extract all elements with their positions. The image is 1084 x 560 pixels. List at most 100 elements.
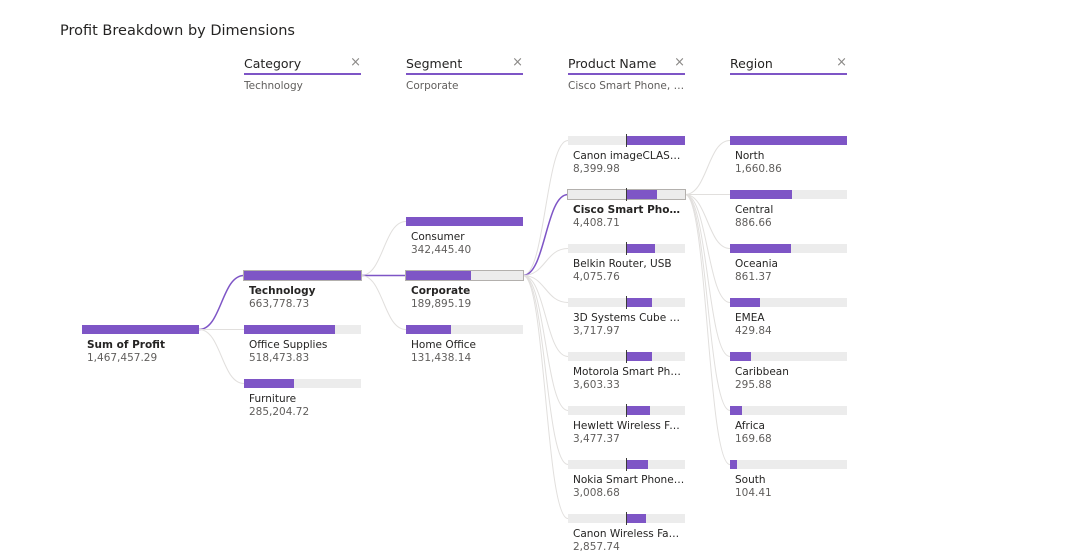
segment-node[interactable]: Corporate 189,895.19 bbox=[405, 270, 524, 311]
segment-node[interactable]: Home Office 131,438.14 bbox=[406, 325, 523, 365]
category-node[interactable]: Office Supplies 518,473.83 bbox=[244, 325, 361, 365]
node-bar-fill bbox=[626, 136, 685, 145]
node-bar bbox=[568, 296, 685, 309]
column-header-product-name[interactable]: Product Name × Cisco Smart Phone, Ful... bbox=[568, 55, 685, 92]
node-value: 104.41 bbox=[735, 487, 772, 499]
category-node[interactable]: Furniture 285,204.72 bbox=[244, 379, 361, 419]
node-value: 3,008.68 bbox=[573, 487, 620, 499]
link bbox=[522, 275, 569, 303]
node-label: Canon imageCLASS 22... bbox=[573, 150, 685, 162]
node-bar-fill bbox=[406, 271, 471, 280]
zero-axis-marker bbox=[625, 404, 627, 417]
product-node[interactable]: Cisco Smart Phone, F...4,408.71 bbox=[567, 188, 686, 230]
node-bar bbox=[568, 242, 685, 255]
node-bar bbox=[568, 512, 685, 525]
node-bar bbox=[405, 270, 524, 281]
node-label: Sum of Profit bbox=[87, 339, 165, 351]
node-value: 8,399.98 bbox=[573, 163, 620, 175]
link bbox=[360, 275, 407, 330]
root-node[interactable]: Sum of Profit 1,467,457.29 bbox=[82, 325, 199, 365]
link bbox=[522, 275, 569, 411]
node-label: Furniture bbox=[249, 393, 297, 405]
link bbox=[522, 275, 569, 465]
node-bar-fill bbox=[244, 271, 361, 280]
column-header-segment[interactable]: Segment × Corporate bbox=[406, 55, 523, 92]
visual-title: Profit Breakdown by Dimensions bbox=[60, 23, 295, 39]
column-header-label: Category bbox=[244, 56, 302, 71]
node-label: Canon Wireless Fax, La... bbox=[573, 528, 685, 540]
column-header-underline bbox=[568, 73, 685, 75]
link bbox=[684, 194, 731, 249]
node-label: Corporate bbox=[411, 285, 471, 297]
node-value: 429.84 bbox=[735, 325, 772, 337]
node-bar-fill bbox=[730, 406, 742, 415]
node-value: 131,438.14 bbox=[411, 352, 472, 364]
node-bar-fill bbox=[730, 136, 847, 145]
node-bar-fill bbox=[730, 190, 793, 199]
product-node[interactable]: Nokia Smart Phone, C...3,008.68 bbox=[568, 458, 685, 500]
category-node[interactable]: Technology 663,778.73 bbox=[243, 270, 362, 311]
node-bar bbox=[730, 460, 847, 469]
node-bar bbox=[567, 188, 686, 201]
close-icon[interactable]: × bbox=[350, 55, 361, 70]
close-icon[interactable]: × bbox=[836, 55, 847, 70]
column-header-label: Segment bbox=[406, 56, 463, 71]
active-link bbox=[522, 193, 569, 277]
column-header-category[interactable]: Category × Technology bbox=[244, 55, 361, 92]
node-value: 1,660.86 bbox=[735, 163, 782, 175]
node-bar bbox=[406, 325, 523, 334]
region-node[interactable]: South 104.41 bbox=[730, 460, 847, 500]
link bbox=[522, 275, 569, 357]
region-node[interactable]: EMEA 429.84 bbox=[730, 298, 847, 338]
node-bar bbox=[406, 217, 523, 226]
column-header-underline bbox=[730, 73, 847, 75]
column-header-underline bbox=[406, 73, 523, 75]
node-bar bbox=[568, 458, 685, 471]
node-bar-fill bbox=[244, 379, 295, 388]
node-label: 3D Systems Cube Print... bbox=[573, 312, 685, 324]
node-bar bbox=[568, 134, 685, 147]
segment-node[interactable]: Consumer 342,445.40 bbox=[406, 217, 523, 257]
node-bar-fill bbox=[626, 460, 648, 469]
node-bar bbox=[244, 379, 361, 388]
product-node[interactable]: Canon imageCLASS 22...8,399.98 bbox=[568, 134, 685, 176]
node-label: South bbox=[735, 474, 766, 486]
node-bar-fill bbox=[406, 217, 523, 226]
close-icon[interactable]: × bbox=[674, 55, 685, 70]
region-node[interactable]: Caribbean 295.88 bbox=[730, 352, 847, 392]
node-bar-fill bbox=[244, 325, 336, 334]
product-node[interactable]: Canon Wireless Fax, La...2,857.74 bbox=[568, 512, 685, 554]
node-value: 189,895.19 bbox=[411, 298, 472, 310]
node-bar bbox=[730, 298, 847, 307]
product-node[interactable]: 3D Systems Cube Print...3,717.97 bbox=[568, 296, 685, 338]
region-node[interactable]: Oceania 861.37 bbox=[730, 244, 847, 284]
product-node[interactable]: Belkin Router, USB 4,075.76 bbox=[568, 242, 685, 284]
close-icon[interactable]: × bbox=[512, 55, 523, 70]
zero-axis-marker bbox=[625, 188, 627, 201]
region-node[interactable]: Central 886.66 bbox=[730, 190, 847, 230]
node-bar-fill bbox=[626, 190, 657, 199]
node-value: 663,778.73 bbox=[249, 298, 310, 310]
node-bar-fill bbox=[730, 352, 751, 361]
region-node[interactable]: Africa 169.68 bbox=[730, 406, 847, 446]
node-label: North bbox=[735, 150, 765, 162]
node-bar-fill bbox=[626, 406, 651, 415]
product-node[interactable]: Motorola Smart Phone...3,603.33 bbox=[568, 350, 685, 392]
node-bar-fill bbox=[626, 298, 653, 307]
link bbox=[684, 194, 731, 465]
node-label: Motorola Smart Phone... bbox=[573, 366, 685, 378]
node-label: Belkin Router, USB bbox=[573, 258, 672, 270]
zero-axis-marker bbox=[625, 296, 627, 309]
node-bar bbox=[730, 244, 847, 253]
node-label: Cisco Smart Phone, F... bbox=[573, 204, 685, 216]
node-label: Central bbox=[735, 204, 774, 216]
region-node[interactable]: North 1,660.86 bbox=[730, 136, 847, 176]
node-label: Hewlett Wireless Fax, ... bbox=[573, 420, 685, 432]
column-header-region[interactable]: Region × bbox=[730, 55, 847, 80]
product-node[interactable]: Hewlett Wireless Fax, ...3,477.37 bbox=[568, 404, 685, 446]
node-bar bbox=[243, 270, 362, 281]
node-bar-fill bbox=[406, 325, 451, 334]
zero-axis-marker bbox=[625, 350, 627, 363]
link bbox=[360, 221, 407, 276]
